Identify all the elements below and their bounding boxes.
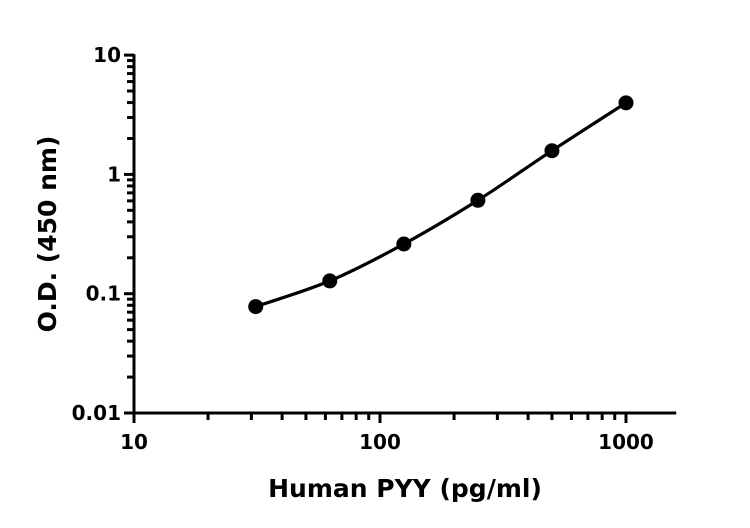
data-point (248, 299, 264, 315)
y-tick-label: 1 (107, 162, 121, 186)
plot-area (248, 95, 634, 315)
fit-curve (254, 101, 628, 309)
x-axis: 10 100 1000 (120, 411, 677, 454)
data-point (470, 192, 486, 208)
x-tick-label: 100 (359, 430, 401, 454)
x-tick-label: 10 (120, 430, 148, 454)
y-axis-title: O.D. (450 nm) (33, 136, 62, 333)
y-tick-label: 0.1 (86, 282, 121, 306)
data-point (544, 143, 560, 159)
data-point (322, 273, 338, 289)
y-tick-label: 0.01 (72, 401, 121, 425)
data-point (618, 95, 634, 111)
x-tick-label: 1000 (598, 430, 654, 454)
y-axis: 0.01 0.1 1 10 (72, 43, 136, 425)
x-axis-title: Human PYY (pg/ml) (268, 474, 542, 503)
y-tick-label: 10 (93, 43, 121, 67)
data-point (396, 236, 412, 252)
data-points (248, 95, 634, 315)
